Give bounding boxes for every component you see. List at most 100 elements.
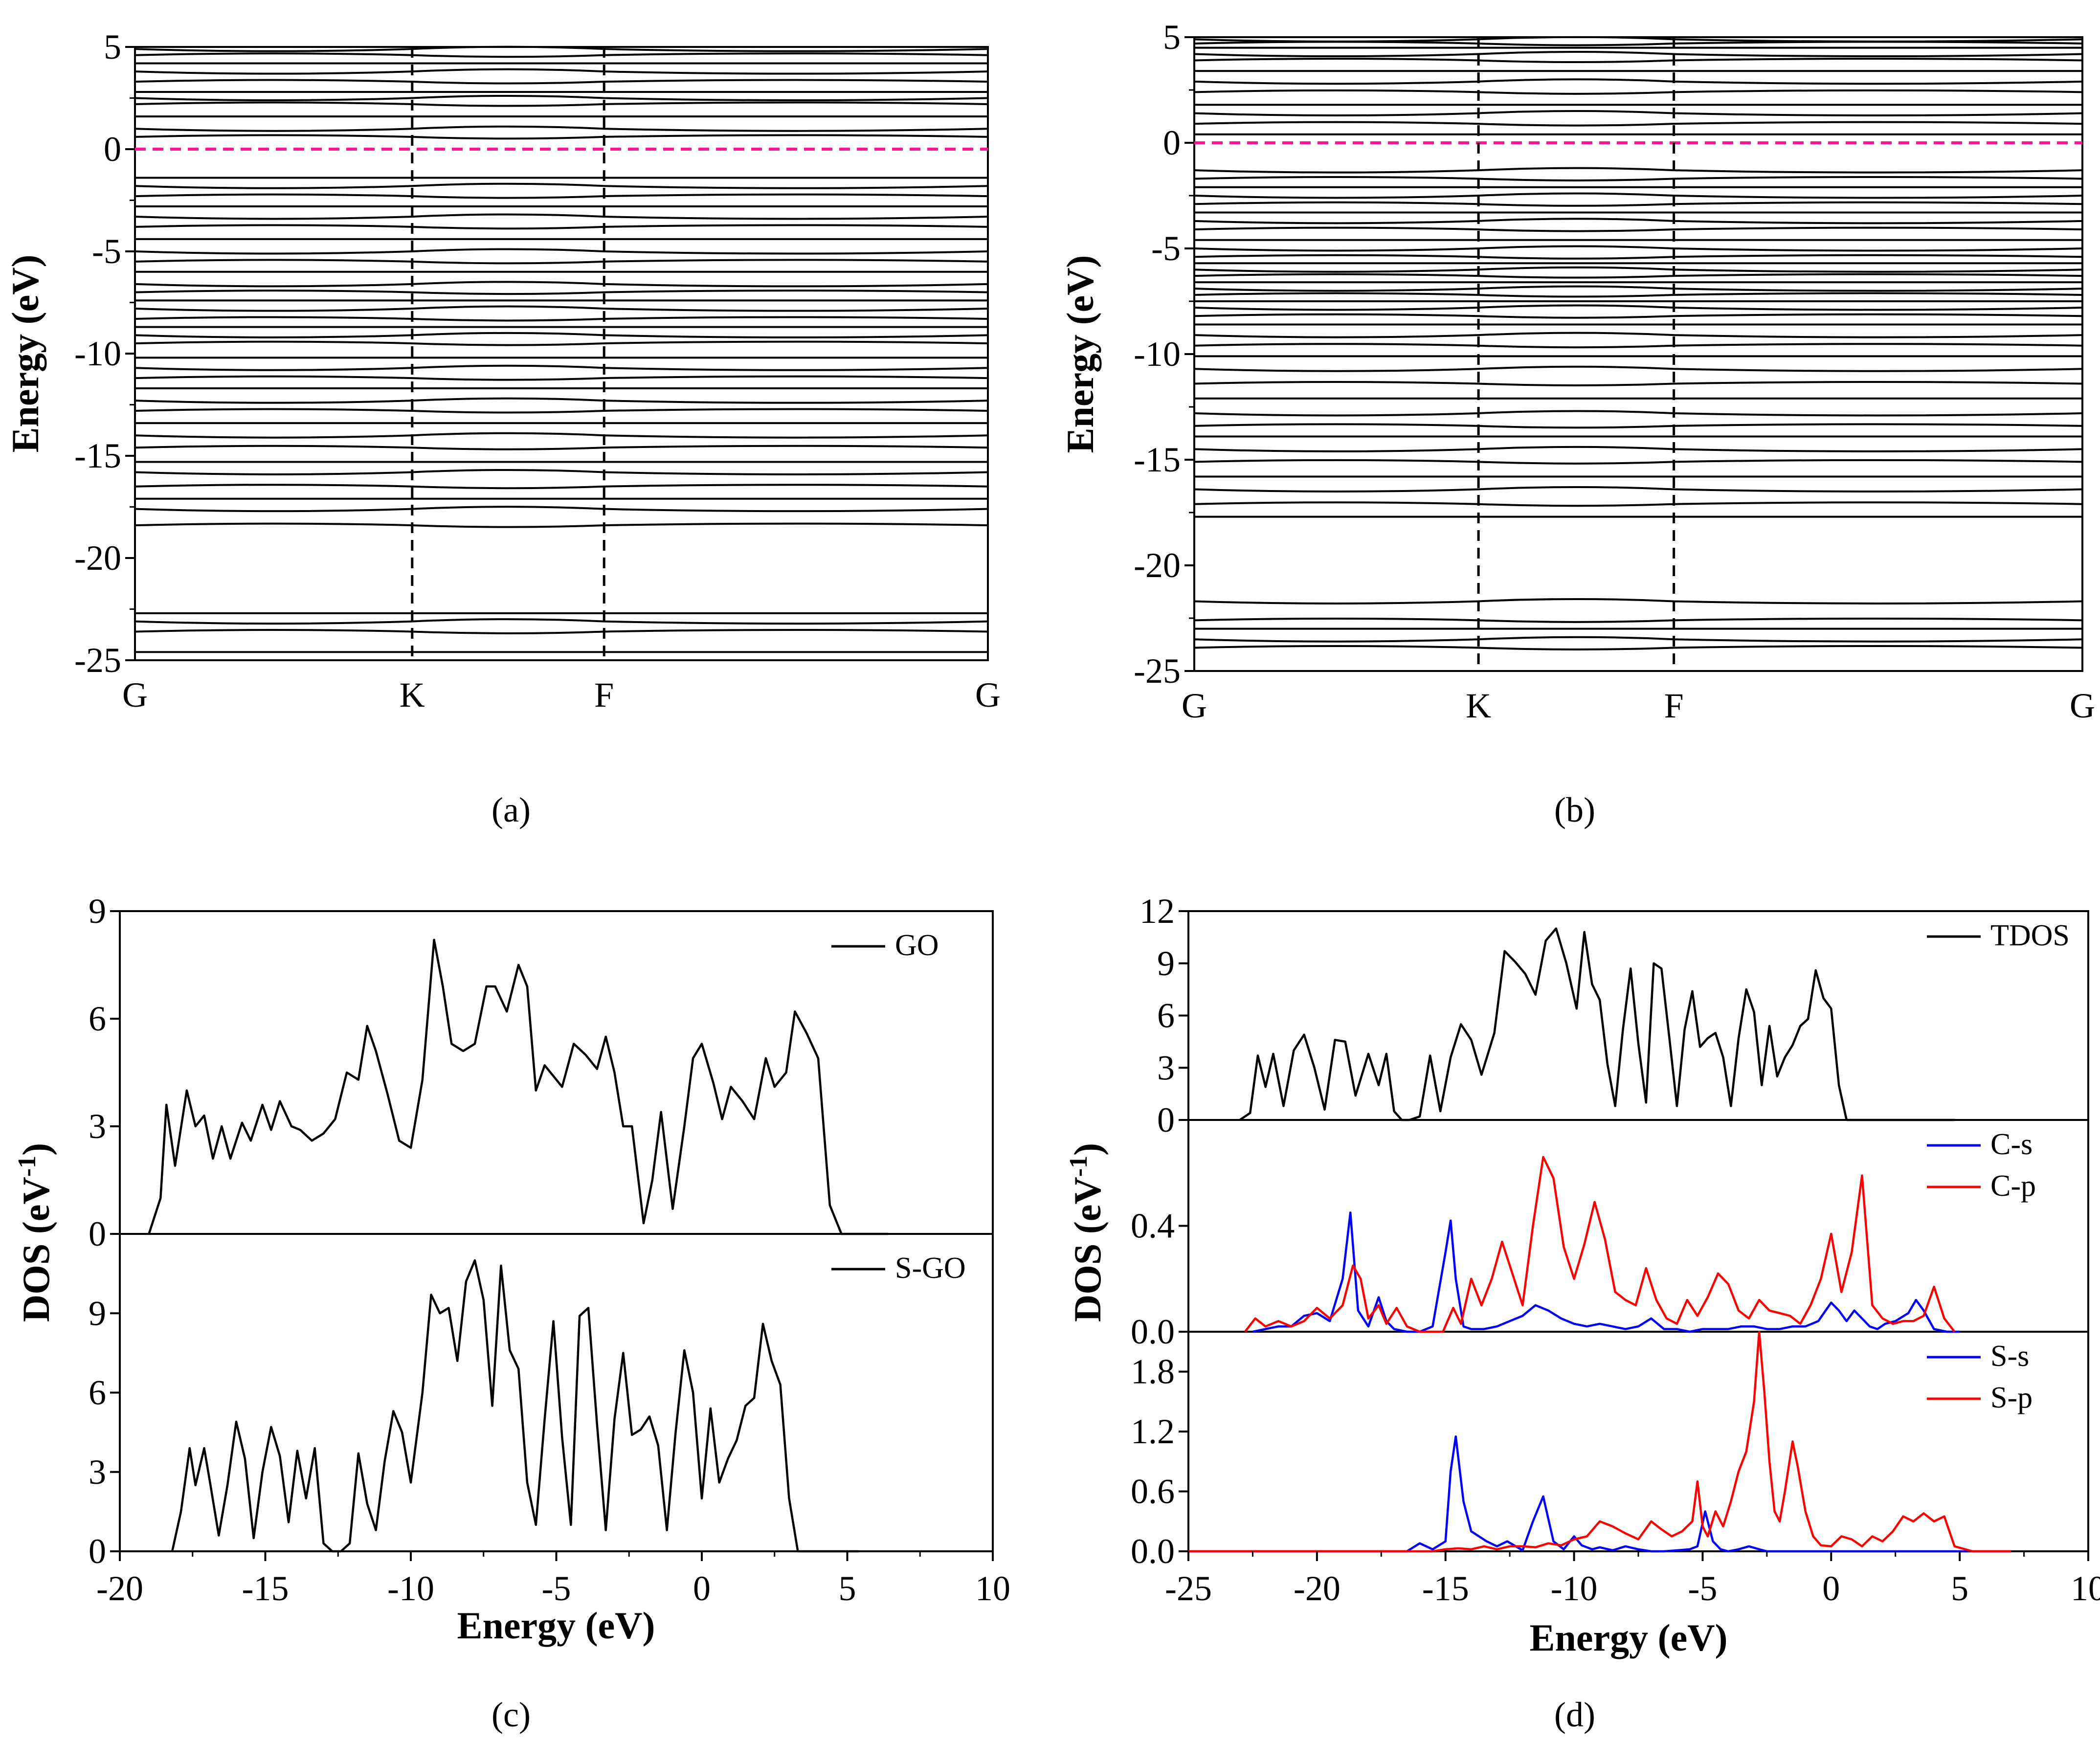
panel-c-dos: GO S-GO 0 3 6 9 0 3 6 9 -20 -15 -10 -5 0 5 10 DOS (eV-1…: [13, 892, 1010, 1734]
panel-b-band-3: [1194, 51, 2083, 58]
panel-a-band-16: [134, 224, 988, 230]
panel-d-xlabel: Energy (eV): [1529, 1616, 1727, 1659]
panel-d-sub1-legend-1-label: C-p: [1990, 1169, 2036, 1203]
panel-d-xtick-label-2: -15: [1422, 1569, 1469, 1608]
panel-a-band-40: [134, 484, 988, 490]
panel-a-band-3: [134, 68, 988, 75]
panel-a-band-10: [134, 134, 988, 140]
panel-c-ylabel: DOS (eV-1): [13, 1143, 57, 1322]
panel-a-band-37: [134, 445, 988, 450]
panel-b-band-46: [1194, 501, 2083, 507]
panel-b-band-19: [1194, 226, 2083, 232]
panel-b-kpoint-label-0: G: [1182, 686, 1207, 725]
panel-d-sub0-ytick-label-2: 6: [1157, 996, 1175, 1035]
panel-c-ylabel-sup: -1: [13, 1156, 41, 1177]
panel-b-band-43: [1194, 459, 2083, 465]
panel-b-ytick-label-1: 0: [1163, 123, 1181, 162]
panel-d-sub2-series-1-line: [1188, 1330, 2011, 1553]
panel-d-ylabel: DOS (eV-1): [1065, 1143, 1109, 1322]
panel-b-band-28: [1194, 292, 2083, 298]
panel-a-band-34: [134, 408, 988, 414]
panel-a-band-9: [134, 125, 988, 132]
panel-d-xtick-label-0: -25: [1165, 1569, 1212, 1608]
panel-d-sub1-series-1-line: [1244, 1156, 1956, 1333]
panel-b-kpoint-label-3: G: [2070, 686, 2095, 725]
panel-b-band-4: [1194, 58, 2083, 64]
panel-a-band-13: [134, 193, 988, 199]
panel-d-sub2-ytick-label-1: 0.6: [1131, 1472, 1175, 1511]
panel-c-xtick-label-3: -5: [542, 1569, 571, 1608]
panel-b-band-structure: G K F G 5 0 -5 -10 -15 -20 -25 Energy (eV) (b): [1059, 18, 2095, 829]
panel-b-band-34: [1194, 343, 2083, 349]
panel-d-ylabel-close: ): [1066, 1143, 1109, 1156]
panel-b-ytick-label-5: -20: [1134, 546, 1181, 585]
panel-d-sub2-legend-0-label: S-s: [1990, 1340, 2029, 1373]
panel-a-kpoint-label-1: K: [400, 675, 425, 715]
panel-b-band-15: [1194, 192, 2083, 199]
panel-a-band-7: [134, 101, 988, 107]
panel-c-caption: (c): [491, 1695, 531, 1734]
panel-b-ytick-label-0: 5: [1163, 18, 1181, 57]
panel-b-band-30: [1194, 304, 2083, 311]
panel-b-band-9: [1194, 110, 2083, 117]
panel-a-band-15: [134, 213, 988, 220]
panel-b-band-1: [1194, 41, 2083, 46]
panel-a-band-46: [134, 628, 988, 634]
panel-a-band-19: [134, 259, 988, 265]
panel-a-band-0: [134, 45, 988, 52]
panel-c-xlabel: Energy (eV): [457, 1604, 655, 1647]
panel-b-band-48: [1194, 598, 2083, 604]
panel-a-band-4: [134, 79, 988, 85]
panel-b-band-49: [1194, 617, 2083, 623]
panel-b-band-42: [1194, 446, 2083, 452]
panel-b-kpoint-label-1: K: [1466, 686, 1491, 725]
panel-a-band-45: [134, 618, 988, 625]
panel-c-sub1-ytick-label-3: 9: [89, 1294, 106, 1333]
panel-b-ytick-label-3: -10: [1134, 335, 1181, 374]
panel-c-sub0-ytick-label-0: 0: [89, 1214, 106, 1253]
panel-c-sub0-ytick-label-3: 9: [89, 892, 106, 931]
panel-a-ytick-label-2: -5: [92, 232, 121, 271]
panel-a-band-33: [134, 397, 988, 404]
panel-a-band-22: [134, 290, 988, 295]
panel-a-band-43: [134, 522, 988, 528]
panel-b-band-18: [1194, 218, 2083, 224]
panel-d-pdos: TDOS C-s C-p S-s S-p 0 3 6 9 12 0.0 0.4 0.0 0.6 1.2 1.…: [1065, 892, 2100, 1734]
panel-d-sub0-ytick-label-0: 0: [1157, 1100, 1175, 1140]
panel-d-sub0-ytick-label-4: 12: [1139, 892, 1175, 931]
panel-b-axes: G K F G 5 0 -5 -10 -15 -20 -25: [1134, 18, 2095, 725]
panel-b-band-37: [1194, 380, 2083, 386]
panel-d-sub2-ytick-label-3: 1.8: [1131, 1352, 1175, 1391]
panel-a-band-18: [134, 248, 988, 255]
panel-b-band-7: [1194, 89, 2083, 95]
panel-a-band-42: [134, 506, 988, 513]
panel-c-sub1-ytick-label-2: 6: [89, 1373, 106, 1412]
panel-d-xtick-label-5: 0: [1822, 1569, 1840, 1608]
panel-d-sub2-legend-1-label: S-p: [1990, 1381, 2033, 1414]
panel-d-ylabel-main: DOS (eV: [1066, 1177, 1109, 1322]
panel-a-kpoint-label-2: F: [594, 675, 614, 715]
panel-d-plots: TDOS C-s C-p S-s S-p: [1188, 919, 2070, 1553]
panel-a-band-30: [134, 364, 988, 371]
panel-a-ytick-label-4: -15: [74, 436, 121, 475]
panel-b-band-25: [1194, 273, 2083, 279]
panel-b-ylabel: Energy (eV): [1059, 255, 1101, 453]
panel-b-band-51: [1194, 636, 2083, 643]
panel-b-bands: [1194, 36, 2083, 671]
panel-a-band-21: [134, 281, 988, 288]
panel-d-sub2-ytick-label-0: 0.0: [1131, 1532, 1175, 1571]
panel-a-bands: [134, 45, 988, 660]
panel-d-sub0-ytick-label-3: 9: [1157, 944, 1175, 983]
panel-a-band-1: [134, 52, 988, 58]
panel-c-xtick-label-2: -10: [387, 1569, 434, 1608]
panel-b-kpoint-label-2: F: [1664, 686, 1684, 725]
panel-c-xtick-label-6: 10: [975, 1569, 1010, 1608]
panel-c-sub1-ytick-label-1: 3: [89, 1453, 106, 1492]
panel-c-sub0-ytick-label-2: 6: [89, 999, 106, 1038]
panel-d-xtick-label-7: 10: [2071, 1569, 2100, 1608]
panel-a-band-36: [134, 432, 988, 439]
panel-a-band-12: [134, 182, 988, 189]
panel-b-band-22: [1194, 254, 2083, 260]
panel-b-band-16: [1194, 201, 2083, 207]
panel-a-band-28: [134, 340, 988, 346]
